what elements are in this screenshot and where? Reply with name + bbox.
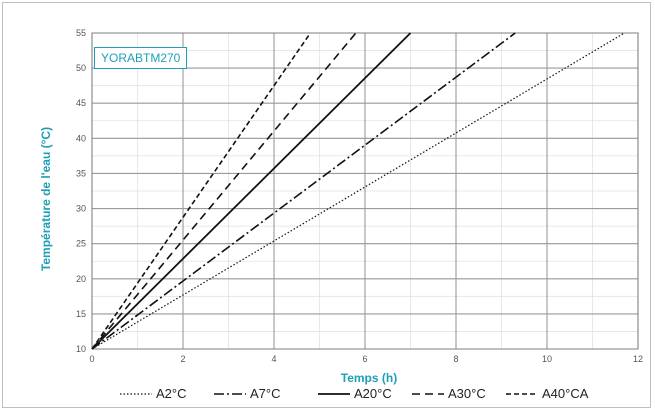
y-tick-label: 20 [76, 274, 86, 284]
y-tick-label: 30 [76, 204, 86, 214]
grid [91, 32, 639, 350]
y-axis-label: Température de l'eau (°C) [39, 127, 53, 271]
x-axis-label: Temps (h) [341, 371, 397, 385]
legend-label-3: A30°C [448, 386, 486, 401]
series-line-2 [91, 32, 412, 350]
model-annotation: YORABTM270 [94, 47, 188, 69]
x-tick-label: 12 [633, 354, 643, 364]
series-group [91, 32, 625, 350]
legend-label-0: A2°C [156, 386, 187, 401]
y-tick-label: 40 [76, 133, 86, 143]
y-tick-label: 10 [76, 344, 86, 354]
x-tick-label: 0 [89, 354, 94, 364]
legend-label-2: A20°C [354, 386, 392, 401]
chart-frame [2, 2, 651, 408]
y-tick-label: 50 [76, 63, 86, 73]
legend-label-4: A40°CA [542, 386, 589, 401]
tick-labels: 10 15 20 25 30 35 40 45 50 55 0 2 4 6 8 10 12 [76, 28, 643, 364]
series-line-4 [91, 32, 312, 350]
y-tick-label: 35 [76, 168, 86, 178]
x-tick-label: 6 [362, 354, 367, 364]
x-tick-label: 10 [542, 354, 552, 364]
legend-label-1: A7°C [250, 386, 281, 401]
y-tick-label: 55 [76, 28, 86, 38]
y-tick-label: 45 [76, 98, 86, 108]
legend: A2°C A7°C A20°C A30°C A40°CA [120, 386, 589, 401]
y-tick-label: 15 [76, 309, 86, 319]
x-tick-label: 4 [271, 354, 276, 364]
series-line-1 [91, 32, 516, 350]
x-tick-label: 8 [453, 354, 458, 364]
plot-area-border [91, 32, 639, 350]
series-line-3 [91, 32, 357, 350]
series-line-0 [91, 32, 625, 350]
x-tick-label: 2 [180, 354, 185, 364]
y-tick-label: 25 [76, 239, 86, 249]
